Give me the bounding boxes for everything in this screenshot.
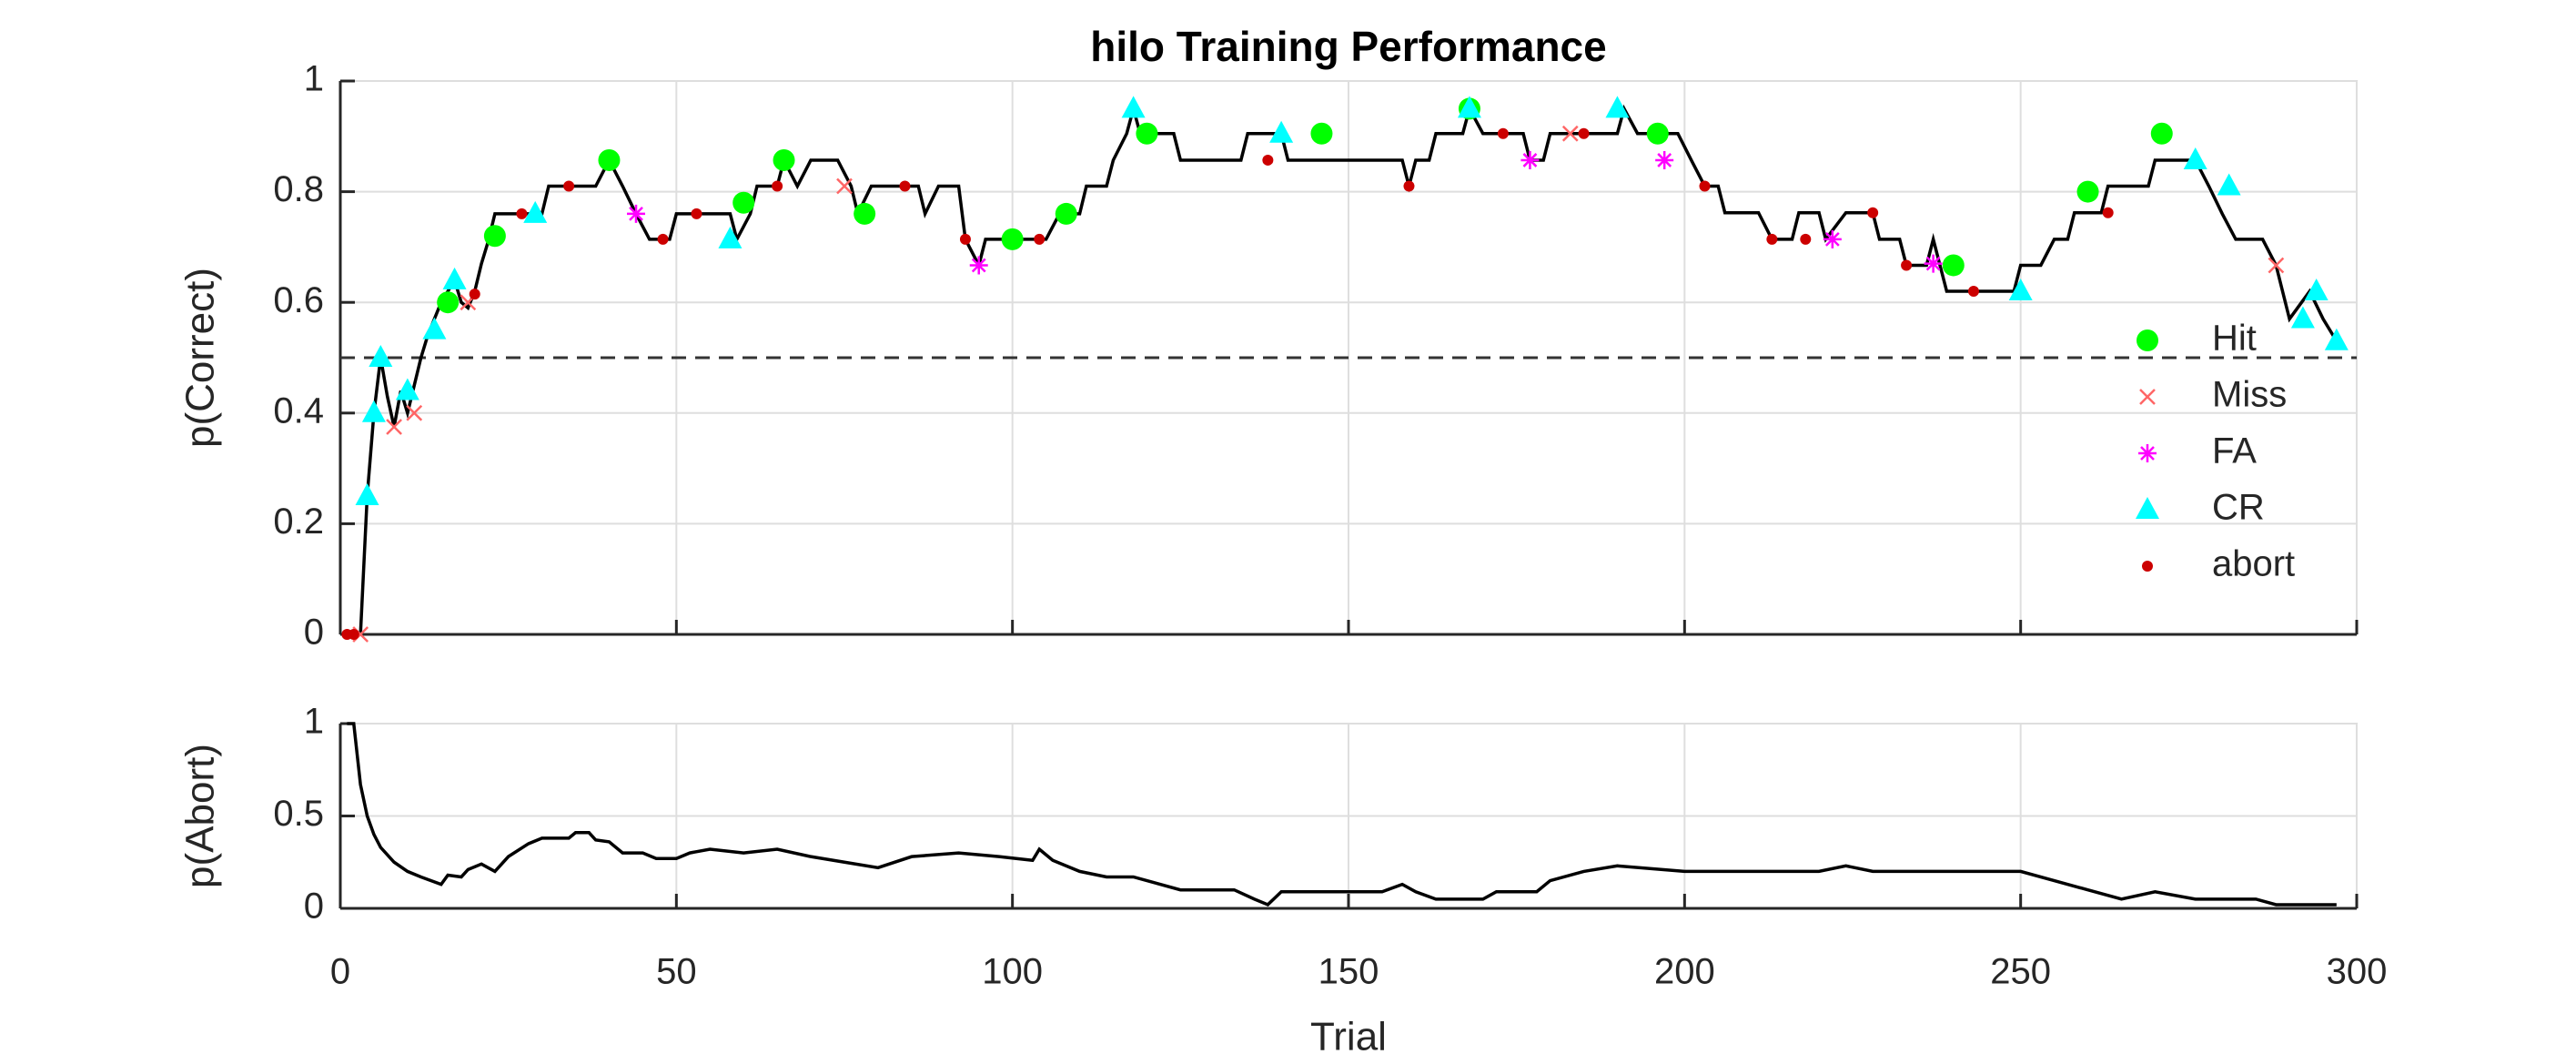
marker-cr <box>442 267 467 289</box>
marker-cr <box>395 378 419 400</box>
marker-hit <box>1136 122 1158 145</box>
marker-abort <box>1262 154 1274 166</box>
marker-abort <box>348 629 359 640</box>
marker-fa <box>1823 229 1842 248</box>
marker-cr <box>2324 328 2349 350</box>
y-tick-label: 0.6 <box>273 280 324 320</box>
marker-abort <box>1497 127 1509 139</box>
legend-label: FA <box>2212 431 2257 471</box>
marker-abort <box>516 208 528 219</box>
legend-label: Miss <box>2212 375 2287 415</box>
marker-hit <box>2150 122 2173 145</box>
marker-fa <box>627 204 646 223</box>
marker-abort <box>1034 233 1046 245</box>
marker-hit <box>1942 254 1965 277</box>
marker-abort <box>1699 180 1711 192</box>
marker-cr <box>523 200 548 223</box>
marker-cr <box>718 226 742 248</box>
marker-miss <box>1561 125 1579 142</box>
marker-hit <box>1310 122 1333 145</box>
marker-abort <box>1867 207 1879 218</box>
marker-abort <box>563 180 575 192</box>
marker-fa <box>969 256 988 275</box>
marker-cr <box>2008 279 2033 301</box>
marker-fa <box>2138 444 2157 462</box>
y-tick-label: 0.2 <box>273 502 324 542</box>
legend-label: abort <box>2212 544 2295 584</box>
chart-title: hilo Training Performance <box>1090 23 1606 70</box>
marker-fa <box>1924 254 1943 273</box>
marker-abort <box>469 289 480 300</box>
marker-hit <box>2137 329 2158 351</box>
y-tick-label: 0 <box>304 613 324 653</box>
marker-fa <box>1655 150 1674 169</box>
marker-hit <box>732 191 755 214</box>
marker-cr <box>2217 173 2241 196</box>
marker-hit <box>854 202 876 225</box>
marker-cr <box>2290 306 2315 329</box>
marker-cr <box>1121 96 1146 118</box>
x-tick-label: 250 <box>1990 952 2051 992</box>
y-tick-label: 0.4 <box>273 390 324 431</box>
marker-abort <box>1766 233 1778 245</box>
marker-cr <box>2304 279 2329 301</box>
marker-hit <box>598 148 621 171</box>
marker-abort <box>1578 127 1590 139</box>
y-tick-label: 1 <box>304 59 324 99</box>
marker-abort <box>1967 286 1979 298</box>
marker-cr <box>422 317 447 339</box>
x-tick-label: 100 <box>982 952 1043 992</box>
marker-miss <box>406 404 423 421</box>
marker-abort <box>1901 259 1913 271</box>
y-axis-label: p(Abort) <box>178 744 223 888</box>
marker-fa <box>1520 150 1540 169</box>
x-tick-label: 50 <box>656 952 697 992</box>
marker-miss <box>386 419 402 435</box>
marker-miss <box>836 177 853 195</box>
marker-cr <box>361 400 386 422</box>
y-tick-label: 0 <box>304 887 324 927</box>
line <box>347 722 2337 907</box>
marker-abort <box>772 180 783 192</box>
legend-label: Hit <box>2212 319 2257 359</box>
marker-abort <box>2102 207 2114 218</box>
y-tick-label: 0.8 <box>273 169 324 209</box>
marker-cr <box>2183 147 2207 169</box>
marker-cr <box>1269 120 1294 143</box>
y-tick-label: 1 <box>304 702 324 742</box>
x-tick-label: 200 <box>1654 952 1715 992</box>
marker-abort <box>691 208 702 219</box>
marker-cr <box>1457 96 1481 118</box>
marker-hit <box>437 291 460 314</box>
marker-hit <box>1001 228 1024 250</box>
marker-abort <box>657 233 669 245</box>
marker-abort <box>1403 180 1415 192</box>
marker-abort <box>2142 561 2153 572</box>
marker-cr <box>355 483 379 505</box>
marker-hit <box>483 225 506 248</box>
x-tick-label: 150 <box>1318 952 1379 992</box>
marker-abort <box>899 180 911 192</box>
marker-abort <box>959 233 971 245</box>
marker-miss <box>2268 257 2285 274</box>
x-axis-label: Trial <box>1310 1015 1387 1059</box>
legend-label: CR <box>2212 488 2265 528</box>
y-axis-label: p(Correct) <box>178 268 223 448</box>
marker-miss <box>2139 389 2156 405</box>
marker-hit <box>773 148 795 171</box>
marker-abort <box>1800 233 1812 245</box>
marker-hit <box>1055 202 1077 225</box>
marker-cr <box>2136 497 2159 519</box>
x-tick-label: 0 <box>330 952 350 992</box>
marker-hit <box>1646 122 1669 145</box>
marker-cr <box>369 345 393 367</box>
x-tick-label: 300 <box>2327 952 2388 992</box>
y-tick-label: 0.5 <box>273 794 324 834</box>
marker-cr <box>1605 96 1630 118</box>
marker-hit <box>2076 180 2099 203</box>
